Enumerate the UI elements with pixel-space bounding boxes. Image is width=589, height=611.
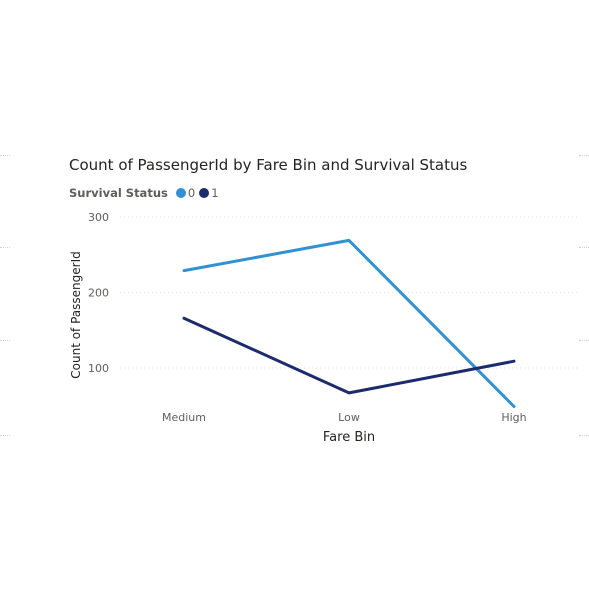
chart-title: Count of PassengerId by Fare Bin and Sur…: [69, 156, 468, 174]
legend-entry-0[interactable]: 0: [175, 186, 196, 200]
series-lines: [180, 236, 518, 411]
gridlines: [120, 216, 580, 369]
data-point-0-medium[interactable]: [180, 267, 188, 275]
x-tick-label-low: Low: [338, 411, 360, 424]
edge-dots-left-4: [0, 435, 10, 436]
data-point-0-high[interactable]: [510, 403, 518, 411]
edge-dots-left-2: [0, 247, 10, 248]
y-tick-label-200: 200: [88, 287, 109, 300]
legend-entry-1[interactable]: 1: [199, 186, 219, 200]
legend-title: Survival Status: [69, 186, 168, 200]
y-tick-labels: 100 200 300: [88, 211, 109, 375]
x-tick-label-medium: Medium: [162, 411, 206, 424]
edge-dots-right-2: [579, 247, 589, 248]
edge-dots-right-4: [579, 435, 589, 436]
y-tick-label-300: 300: [88, 211, 109, 224]
edge-dots-right-3: [579, 340, 589, 341]
x-tick-label-high: High: [501, 411, 526, 424]
x-axis-title: Fare Bin: [323, 430, 375, 445]
legend-swatch-0: [175, 188, 186, 198]
edge-dots-left-3: [0, 340, 10, 341]
legend-swatch-1: [199, 188, 210, 198]
series-line-0[interactable]: [182, 238, 516, 408]
legend-label-1: 1: [211, 186, 219, 200]
data-point-1-low[interactable]: [345, 389, 353, 397]
x-tick-labels: Medium Low High: [162, 411, 527, 424]
edge-dots-left-1: [0, 155, 10, 156]
edge-dots-right-1: [579, 155, 589, 156]
series-line-1[interactable]: [182, 316, 516, 395]
y-tick-label-100: 100: [88, 362, 109, 375]
data-point-1-medium[interactable]: [180, 314, 188, 322]
y-axis-title: Count of PassengerId: [69, 251, 83, 378]
legend-label-0: 0: [187, 186, 196, 200]
data-point-0-low[interactable]: [345, 236, 353, 244]
data-point-1-high[interactable]: [510, 357, 518, 365]
legend: Survival Status 0 1: [69, 186, 223, 200]
